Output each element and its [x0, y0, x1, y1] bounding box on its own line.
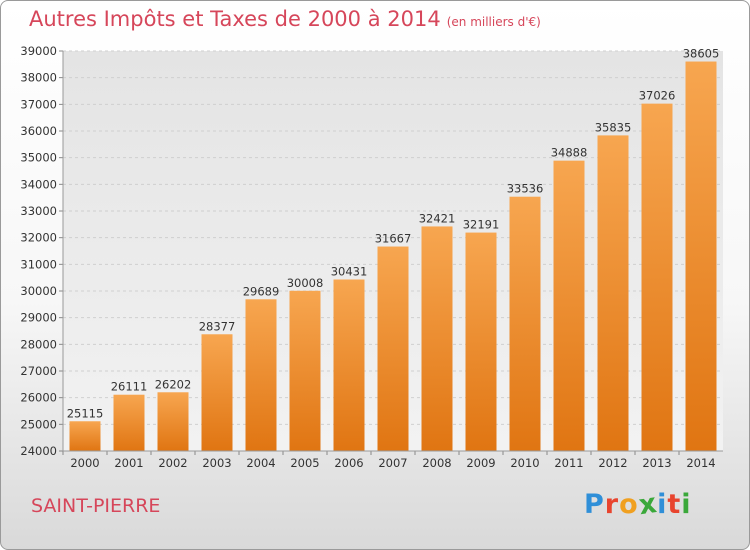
bar-2013	[641, 103, 673, 451]
y-tick-label: 34000	[20, 177, 57, 191]
bar-2001	[113, 394, 145, 451]
bar-2005	[289, 290, 321, 451]
bar-2000	[69, 421, 101, 451]
bar-2003	[201, 334, 233, 451]
data-label-2001: 26111	[111, 380, 148, 394]
logo-letter: P	[584, 489, 605, 520]
bar-2014	[685, 61, 717, 452]
chart-unit-label: (en milliers d'€)	[446, 15, 541, 29]
y-tick-label: 38000	[20, 71, 57, 85]
x-tick-label: 2008	[422, 456, 451, 470]
bar-2007	[377, 246, 409, 451]
bar-2009	[465, 232, 497, 451]
place-name: SAINT-PIERRE	[31, 495, 161, 517]
x-tick-label: 2013	[642, 456, 671, 470]
chart-title-block: Autres Impôts et Taxes de 2000 à 2014 (en…	[29, 7, 541, 31]
data-label-2009: 32191	[463, 218, 500, 232]
y-tick-label: 36000	[20, 124, 57, 138]
bar-2002	[157, 392, 189, 451]
x-tick-label: 2003	[202, 456, 231, 470]
y-tick-label: 24000	[20, 444, 57, 458]
data-label-2014: 38605	[683, 47, 720, 61]
data-label-2003: 28377	[199, 319, 236, 333]
bar-2011	[553, 160, 585, 452]
x-tick-label: 2007	[378, 456, 407, 470]
data-label-2004: 29689	[243, 284, 280, 298]
logo-letter: r	[604, 489, 620, 520]
x-tick-label: 2009	[466, 456, 495, 470]
x-tick-label: 2012	[598, 456, 627, 470]
logo-letter: t	[667, 489, 682, 520]
y-tick-label: 37000	[20, 97, 57, 111]
logo-letter: i	[681, 489, 692, 520]
x-tick-label: 2014	[686, 456, 715, 470]
bar-2010	[509, 196, 541, 451]
data-label-2005: 30008	[287, 276, 324, 290]
y-tick-label: 39000	[20, 44, 57, 58]
y-tick-label: 31000	[20, 257, 57, 271]
bar-2012	[597, 135, 629, 451]
data-label-2000: 25115	[67, 406, 104, 420]
x-tick-label: 2011	[554, 456, 583, 470]
x-tick-label: 2001	[114, 456, 143, 470]
bar-2008	[421, 226, 453, 451]
y-tick-label: 33000	[20, 204, 57, 218]
y-tick-label: 32000	[20, 231, 57, 245]
x-tick-label: 2000	[70, 456, 99, 470]
y-tick-label: 29000	[20, 311, 57, 325]
x-tick-label: 2010	[510, 456, 539, 470]
y-tick-label: 26000	[20, 391, 57, 405]
x-tick-label: 2004	[246, 456, 275, 470]
y-tick-label: 35000	[20, 151, 57, 165]
logo-letter: o	[619, 489, 639, 520]
data-label-2010: 33536	[507, 182, 544, 196]
data-label-2007: 31667	[375, 232, 412, 246]
x-tick-label: 2002	[158, 456, 187, 470]
data-label-2012: 35835	[595, 120, 632, 134]
data-label-2006: 30431	[331, 265, 368, 279]
data-label-2011: 34888	[551, 146, 588, 160]
y-tick-label: 27000	[20, 364, 57, 378]
proxiti-logo: Proxiti	[584, 487, 692, 522]
logo-letter: i	[657, 489, 668, 520]
y-tick-label: 25000	[20, 417, 57, 431]
data-label-2002: 26202	[155, 377, 192, 391]
chart-title: Autres Impôts et Taxes de 2000 à 2014	[29, 7, 441, 31]
x-tick-label: 2006	[334, 456, 363, 470]
bars: 25115 26111 26202 28377 29689 30008 30431 31667…	[67, 47, 720, 452]
y-axis-labels: 24000 25000 26000 27000 28000 29000 30000 31000…	[20, 44, 57, 458]
bar-2006	[333, 279, 365, 451]
y-tick-label: 28000	[20, 337, 57, 351]
x-axis-labels: 2000 2001 2002 2003 2004 2005 2006 2007 2008 2009…	[62, 451, 716, 470]
logo-letter: x	[636, 487, 660, 522]
data-label-2013: 37026	[639, 89, 676, 103]
data-label-2008: 32421	[419, 211, 456, 225]
x-tick-label: 2005	[290, 456, 319, 470]
bar-2004	[245, 299, 277, 451]
y-tick-label: 30000	[20, 284, 57, 298]
